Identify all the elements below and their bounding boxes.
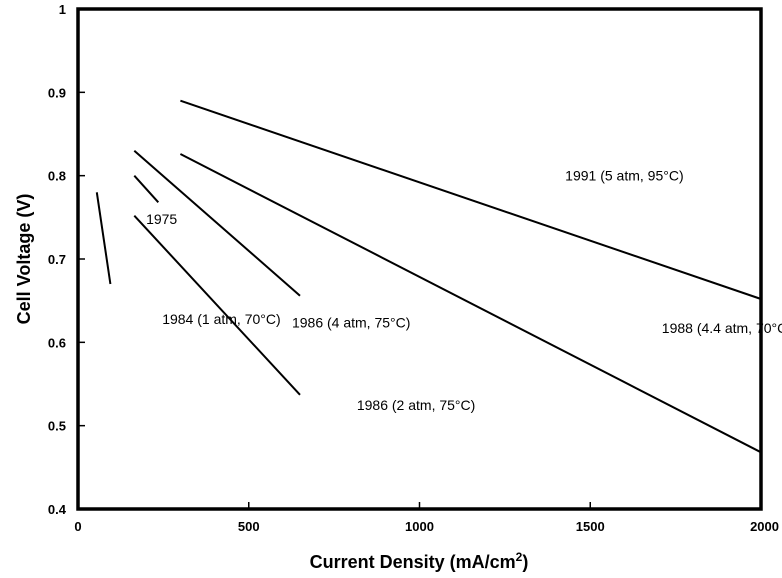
y-axis-ticks: 0.4 0.5 0.6 0.7 0.8 0.9 1 xyxy=(48,2,85,517)
y-tick-label: 1 xyxy=(59,2,66,17)
series-label-1988-4-4-atm-70-c: 1988 (4.4 atm, 70°C) xyxy=(662,320,782,336)
x-axis-title: Current Density (mA/cm2) xyxy=(310,550,529,572)
series-lines xyxy=(95,99,762,454)
y-axis-title: Cell Voltage (V) xyxy=(14,194,34,325)
series-label-1991-5-atm-95-c: 1991 (5 atm, 95°C) xyxy=(565,168,683,184)
series-line-1986-2-atm-75-c xyxy=(133,215,301,396)
series-line-1986-4-atm-75-c xyxy=(133,149,301,297)
y-tick-label: 0.5 xyxy=(48,419,66,434)
y-tick-label: 0.7 xyxy=(48,252,66,267)
series-label-1975: 1975 xyxy=(146,211,177,227)
plot-frame xyxy=(76,7,763,511)
x-tick-label: 500 xyxy=(238,519,260,534)
x-tick-label: 1000 xyxy=(405,519,434,534)
series-label-1986-2-atm-75-c: 1986 (2 atm, 75°C) xyxy=(357,397,475,413)
series-label-1986-4-atm-75-c: 1986 (4 atm, 75°C) xyxy=(292,314,410,330)
series-labels: 1991 (5 atm, 95°C) 1988 (4.4 atm, 70°C) 19… xyxy=(146,168,782,413)
series-line-1984-1-atm-70-c xyxy=(95,192,112,285)
x-axis-ticks: 0 500 1000 1500 2000 xyxy=(74,502,779,534)
series-label-1984-1-atm-70-c: 1984 (1 atm, 70°C) xyxy=(162,311,280,327)
y-tick-label: 0.9 xyxy=(48,85,66,100)
y-tick-label: 0.6 xyxy=(48,335,66,350)
series-line-1988-4-4-atm-70-c xyxy=(179,153,762,454)
x-tick-label: 0 xyxy=(74,519,81,534)
x-tick-label: 1500 xyxy=(576,519,605,534)
y-tick-label: 0.4 xyxy=(48,502,67,517)
series-line-1991-5-atm-95-c xyxy=(180,99,762,300)
series-line-1975 xyxy=(133,175,160,203)
x-tick-label: 2000 xyxy=(750,519,779,534)
y-tick-label: 0.8 xyxy=(48,169,66,184)
